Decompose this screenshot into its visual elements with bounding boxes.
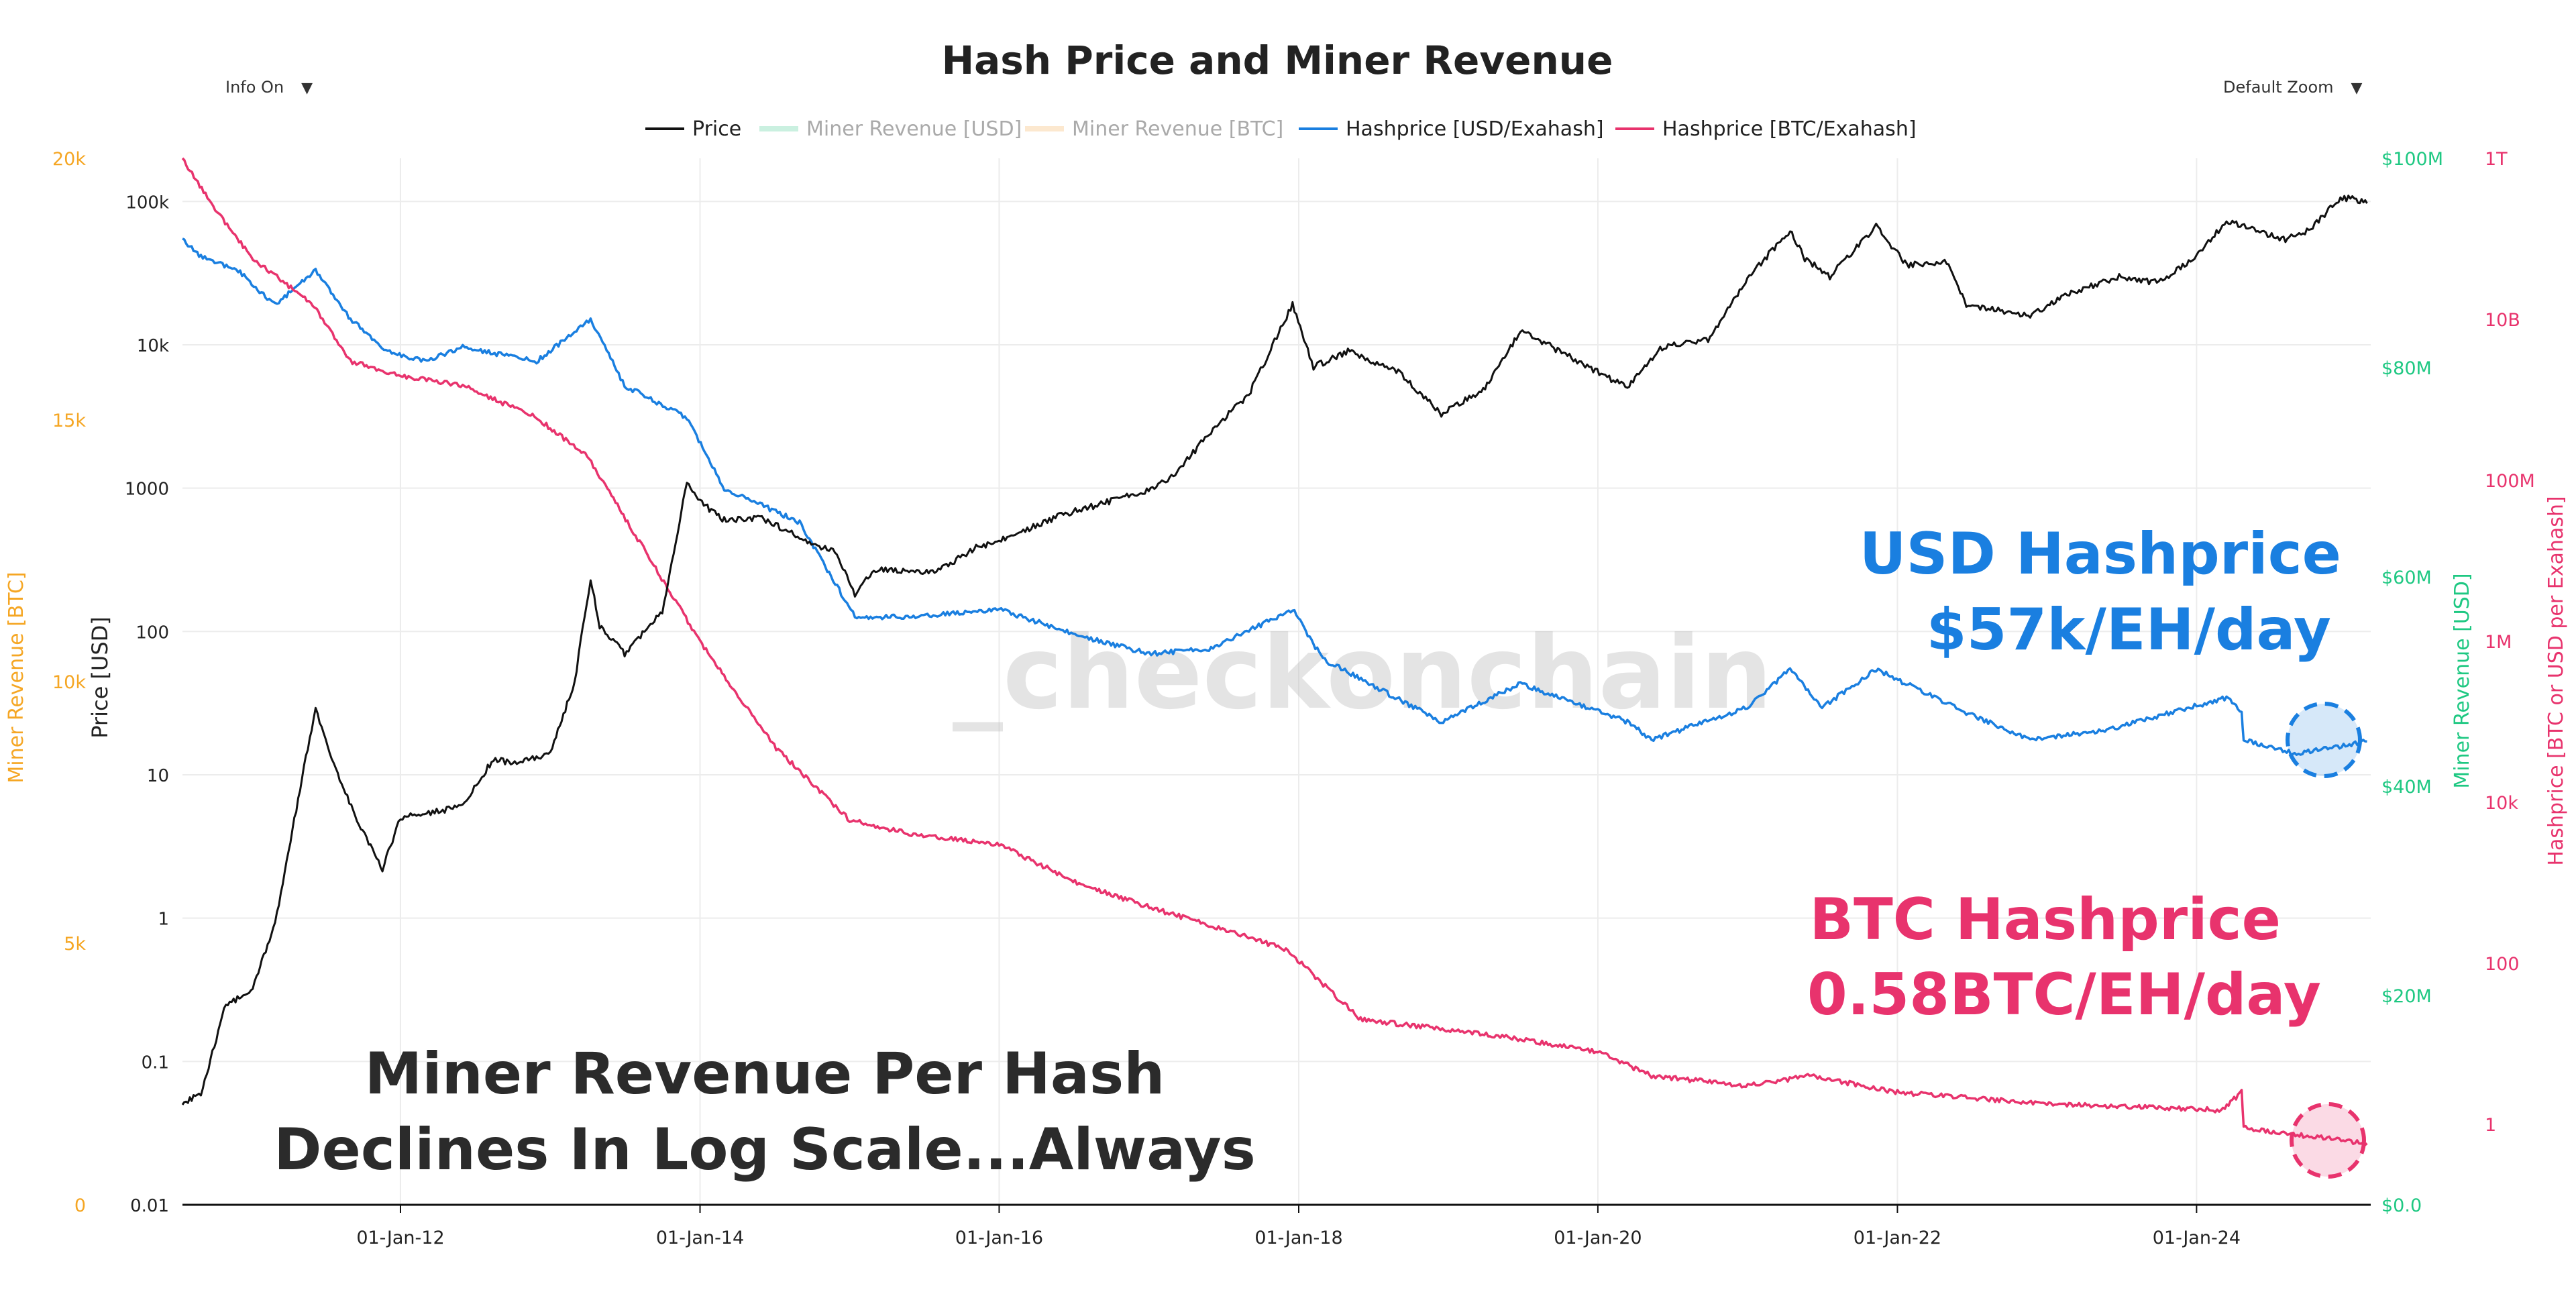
btc-hashprice-highlight bbox=[2290, 1102, 2366, 1179]
legend-item-miner-revenue-usd[interactable]: Miner Revenue [USD] bbox=[759, 117, 1022, 141]
price-tick-label: 0.01 bbox=[130, 1196, 169, 1216]
hashprice-tick-label: 1M bbox=[2485, 632, 2512, 653]
series-line-hashprice-usd-exahash bbox=[182, 237, 2367, 756]
x-axis-ticks: 01-Jan-12 01-Jan-14 01-Jan-16 01-Jan-18 01-J… bbox=[356, 1205, 2241, 1248]
miner-revenue-btc-tick-label: 5k bbox=[64, 934, 86, 955]
headline-line-2: Declines In Log Scale...Always bbox=[274, 1116, 1256, 1183]
info-toggle-dropdown[interactable]: Info On ▼ bbox=[213, 68, 325, 106]
btc-hashprice-value: 0.58BTC/EH/day bbox=[1807, 961, 2321, 1028]
miner-revenue-btc-axis-ticks: 0 5k 10k 15k 20k bbox=[52, 149, 86, 1216]
info-toggle-label: Info On bbox=[225, 78, 284, 97]
watermark-text: _checkonchain bbox=[953, 615, 1772, 732]
zoom-label: Default Zoom bbox=[2223, 78, 2334, 97]
hashprice-axis-label: Hashprice [BTC or USD per Exahash] bbox=[2544, 496, 2568, 865]
series-line-price bbox=[181, 195, 2368, 1106]
x-tick-label: 01-Jan-24 bbox=[2153, 1228, 2241, 1248]
miner-revenue-btc-tick-label: 20k bbox=[52, 149, 86, 170]
hashprice-axis-ticks: 1 100 10k 1M 100M 10B 1T bbox=[2485, 149, 2535, 1136]
chart-grid bbox=[182, 158, 2371, 1205]
price-tick-label: 0.1 bbox=[142, 1053, 169, 1073]
hashprice-tick-label: 1 bbox=[2485, 1115, 2496, 1136]
miner-revenue-usd-tick-label: $40M bbox=[2381, 777, 2432, 798]
hashprice-tick-label: 100M bbox=[2485, 471, 2535, 492]
hashprice-tick-label: 10k bbox=[2485, 793, 2518, 814]
legend-item-hashprice-btc-exahash[interactable]: Hashprice [BTC/Exahash] bbox=[1615, 117, 1917, 141]
miner-revenue-usd-tick-label: $60M bbox=[2381, 568, 2432, 588]
price-tick-label: 100k bbox=[125, 193, 169, 213]
miner-revenue-btc-tick-label: 0 bbox=[74, 1195, 86, 1216]
zoom-dropdown[interactable]: Default Zoom ▼ bbox=[2211, 68, 2375, 106]
chevron-down-icon: ▼ bbox=[301, 80, 313, 97]
headline-line-1: Miner Revenue Per Hash bbox=[365, 1040, 1165, 1108]
price-tick-label: 10k bbox=[137, 336, 169, 356]
miner-revenue-usd-axis-label: Miner Revenue [USD] bbox=[2451, 573, 2474, 788]
x-tick-label: 01-Jan-20 bbox=[1554, 1228, 1642, 1248]
legend-label: Miner Revenue [USD] bbox=[806, 117, 1022, 141]
miner-revenue-usd-tick-label: $0.0 bbox=[2381, 1195, 2422, 1216]
legend-label: Hashprice [BTC/Exahash] bbox=[1662, 117, 1917, 141]
miner-revenue-usd-axis-ticks: $0.0 $20M $40M $60M $80M $100M bbox=[2381, 149, 2443, 1216]
hashprice-tick-label: 10B bbox=[2485, 310, 2520, 331]
x-tick-label: 01-Jan-22 bbox=[1854, 1228, 1941, 1248]
miner-revenue-btc-tick-label: 15k bbox=[52, 411, 86, 431]
series-line-hashprice-btc-exahash bbox=[181, 157, 2368, 1146]
price-tick-label: 100 bbox=[136, 623, 169, 643]
price-tick-label: 1000 bbox=[125, 480, 169, 500]
legend-label: Hashprice [USD/Exahash] bbox=[1346, 117, 1604, 141]
usd-hashprice-title: USD Hashprice bbox=[1860, 521, 2341, 588]
legend-label: Price bbox=[692, 117, 741, 141]
miner-revenue-usd-tick-label: $80M bbox=[2381, 358, 2432, 379]
usd-hashprice-highlight bbox=[2286, 702, 2362, 778]
x-tick-label: 01-Jan-12 bbox=[356, 1228, 444, 1248]
hashprice-tick-label: 100 bbox=[2485, 954, 2520, 975]
miner-revenue-btc-axis-label: Miner Revenue [BTC] bbox=[5, 572, 28, 783]
miner-revenue-btc-tick-label: 10k bbox=[52, 672, 86, 693]
legend-item-miner-revenue-btc[interactable]: Miner Revenue [BTC] bbox=[1025, 117, 1283, 141]
chart-title: Hash Price and Miner Revenue bbox=[942, 38, 1613, 83]
hashprice-tick-label: 1T bbox=[2485, 149, 2508, 170]
legend-label: Miner Revenue [BTC] bbox=[1072, 117, 1283, 141]
price-tick-label: 1 bbox=[158, 910, 169, 930]
legend-item-hashprice-usd-exahash[interactable]: Hashprice [USD/Exahash] bbox=[1299, 117, 1604, 141]
legend-item-price[interactable]: Price bbox=[645, 117, 741, 141]
miner-revenue-usd-tick-label: $100M bbox=[2381, 149, 2443, 170]
chart-legend[interactable]: Price Miner Revenue [USD] Miner Revenue [B… bbox=[645, 117, 1917, 141]
price-axis-ticks: 0.01 0.1 1 10 100 1000 10k 100k bbox=[125, 193, 169, 1216]
btc-hashprice-title: BTC Hashprice bbox=[1810, 886, 2281, 953]
x-tick-label: 01-Jan-18 bbox=[1254, 1228, 1342, 1248]
x-tick-label: 01-Jan-16 bbox=[955, 1228, 1043, 1248]
price-tick-label: 10 bbox=[147, 766, 169, 786]
usd-hashprice-value: $57k/EH/day bbox=[1927, 596, 2331, 663]
chevron-down-icon: ▼ bbox=[2351, 80, 2363, 97]
miner-revenue-usd-tick-label: $20M bbox=[2381, 986, 2432, 1007]
series-lines bbox=[181, 157, 2368, 1146]
x-tick-label: 01-Jan-14 bbox=[656, 1228, 744, 1248]
price-axis-label: Price [USD] bbox=[87, 616, 113, 739]
